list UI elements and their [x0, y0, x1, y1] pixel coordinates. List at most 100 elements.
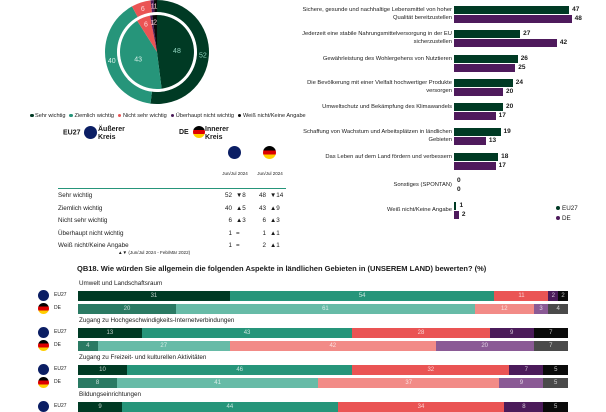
row-label: Nicht sehr wichtig [58, 217, 108, 224]
bar-segment: 61 [176, 304, 475, 314]
eu-diff: ▲3 [236, 217, 246, 224]
question-title: QB18. Wie würden Sie allgemein die folge… [77, 264, 487, 273]
eu-value: 52 [224, 192, 232, 199]
value-label-de: 48 [574, 14, 582, 22]
eu-flag-icon [228, 146, 241, 159]
stacked-bar: 20 61 12 3 4 [78, 304, 568, 314]
table-footnote: ▲▼ (Jun/Jul 2024 - Feb/Mär 2022) [118, 250, 191, 255]
bar-segment: 3 [533, 304, 549, 314]
eu27-key: EU27 [63, 126, 99, 139]
donut-inner-label-0: 48 [173, 48, 181, 55]
bar-de [454, 15, 572, 23]
bar-segment: 4 [548, 304, 568, 314]
eu-flag-icon [38, 327, 49, 338]
value-label-eu27: 24 [515, 78, 524, 86]
col-header-de: Jun/Jul 2024 [257, 171, 283, 176]
bar-segment: 46 [127, 365, 353, 375]
group-label: Zugang zu Freizeit- und kulturellen Akti… [79, 354, 207, 361]
bar-segment: 34 [337, 402, 505, 412]
bar-segment: 7 [533, 341, 568, 351]
bar-segment: 5 [543, 365, 568, 375]
legend-dot-icon [30, 113, 34, 118]
value-label-eu27: 47 [572, 5, 580, 13]
row-code: DE [54, 379, 61, 385]
bar-segment: 4 [78, 341, 98, 351]
bar-segment: 44 [122, 402, 338, 412]
row-code: EU27 [54, 329, 67, 335]
bar-segment: 10 [78, 365, 127, 375]
bar-segment: 13 [78, 328, 142, 338]
de-flag-icon [38, 377, 49, 388]
bar-de [454, 162, 496, 170]
donut-outer-label-2: 6 [141, 6, 145, 13]
legend-de-label: DE [562, 215, 571, 222]
bar-eu27 [454, 30, 521, 38]
de-dot-icon [556, 216, 560, 221]
eu-diff: ▼8 [236, 192, 246, 199]
stacked-bar: 9 44 34 8 5 [78, 402, 568, 412]
bar-segment: 5 [543, 378, 568, 388]
de-flag-icon [263, 146, 276, 159]
donut-outer-slice-1 [105, 6, 152, 104]
bar-eu27 [454, 55, 518, 63]
value-label-eu27: 27 [523, 29, 531, 37]
donut-inner-label-2: 6 [144, 22, 148, 29]
donut-legend-label: Überhaupt nicht wichtig [175, 113, 234, 119]
bar-eu27 [454, 128, 501, 136]
bar-segment: 2 [558, 291, 568, 301]
donut-legend-item: Sehr wichtig [30, 113, 65, 119]
legend-de: DE [556, 215, 571, 222]
eu-value: 1 [228, 229, 232, 237]
donut-inner-slice-3 [150, 15, 157, 52]
row-code: EU27 [54, 366, 67, 372]
row-code: DE [54, 305, 61, 311]
de-diff: ▲3 [270, 217, 280, 224]
eu-flag-icon [84, 126, 98, 139]
eu-value: 40 [224, 204, 232, 212]
de-diff: ▲9 [270, 204, 280, 212]
bar-segment: 20 [78, 304, 176, 314]
stacked-bar: 4 27 42 20 7 [78, 341, 568, 351]
bar-de [454, 39, 557, 47]
eu-flag-icon [38, 290, 49, 301]
row-label: Weiß nicht/Keine Angabe [58, 242, 129, 249]
category-label: Das Leben auf dem Land fördern und verbe… [325, 154, 452, 160]
bar-segment: 31 [78, 291, 230, 301]
bar-de [454, 88, 503, 96]
bar-segment: 32 [352, 365, 510, 375]
eu27-ring-label: Äußerer Kreis [98, 126, 125, 141]
donut-outer-slice-4 [153, 0, 157, 13]
eu-diff: = [236, 229, 240, 237]
de-value: 6 [262, 217, 266, 224]
bar-segment: 7 [533, 328, 568, 338]
value-label-de: 20 [506, 87, 514, 95]
bar-de [454, 112, 496, 120]
bar-de [454, 211, 459, 219]
category-label: Die Bevölkerung mit einer Vielfalt hochw… [307, 80, 452, 94]
de-flag-icon [38, 340, 49, 351]
donut-inner-slice-2 [137, 15, 157, 52]
bar-segment: 11 [494, 291, 549, 301]
donut-outer-slice-0 [150, 0, 209, 104]
bar-segment: 7 [509, 365, 544, 375]
de-flag-icon [38, 303, 49, 314]
stacked-bar: 13 43 28 9 7 [78, 328, 568, 338]
category-label: Schaffung von Wachstum und Arbeitsplätze… [303, 129, 452, 143]
legend-eu27-label: EU27 [562, 205, 578, 212]
donut-legend-label: Weiß nicht/Keine Angabe [242, 113, 306, 119]
bar-segment: 28 [352, 328, 490, 338]
donut-legend-item: Ziemlich wichtig [69, 113, 114, 119]
donut-inner-label-1: 43 [134, 56, 142, 63]
de-diff: ▲1 [270, 229, 280, 237]
bar-segment: 9 [489, 328, 534, 338]
category-label: Jederzeit eine stabile Nahrungsmittelver… [302, 31, 452, 45]
category-label: Umweltschutz und Bekämpfung des Klimawan… [322, 104, 452, 110]
de-value: 43 [258, 204, 266, 212]
bar-segment: 54 [229, 291, 495, 301]
eu-diff: ▲5 [236, 204, 246, 212]
value-label-eu27: 18 [501, 152, 509, 160]
group-label: Bildungseinrichtungen [79, 391, 141, 398]
bar-segment: 9 [499, 378, 544, 388]
donut-inner-label-4: 2 [153, 20, 157, 27]
